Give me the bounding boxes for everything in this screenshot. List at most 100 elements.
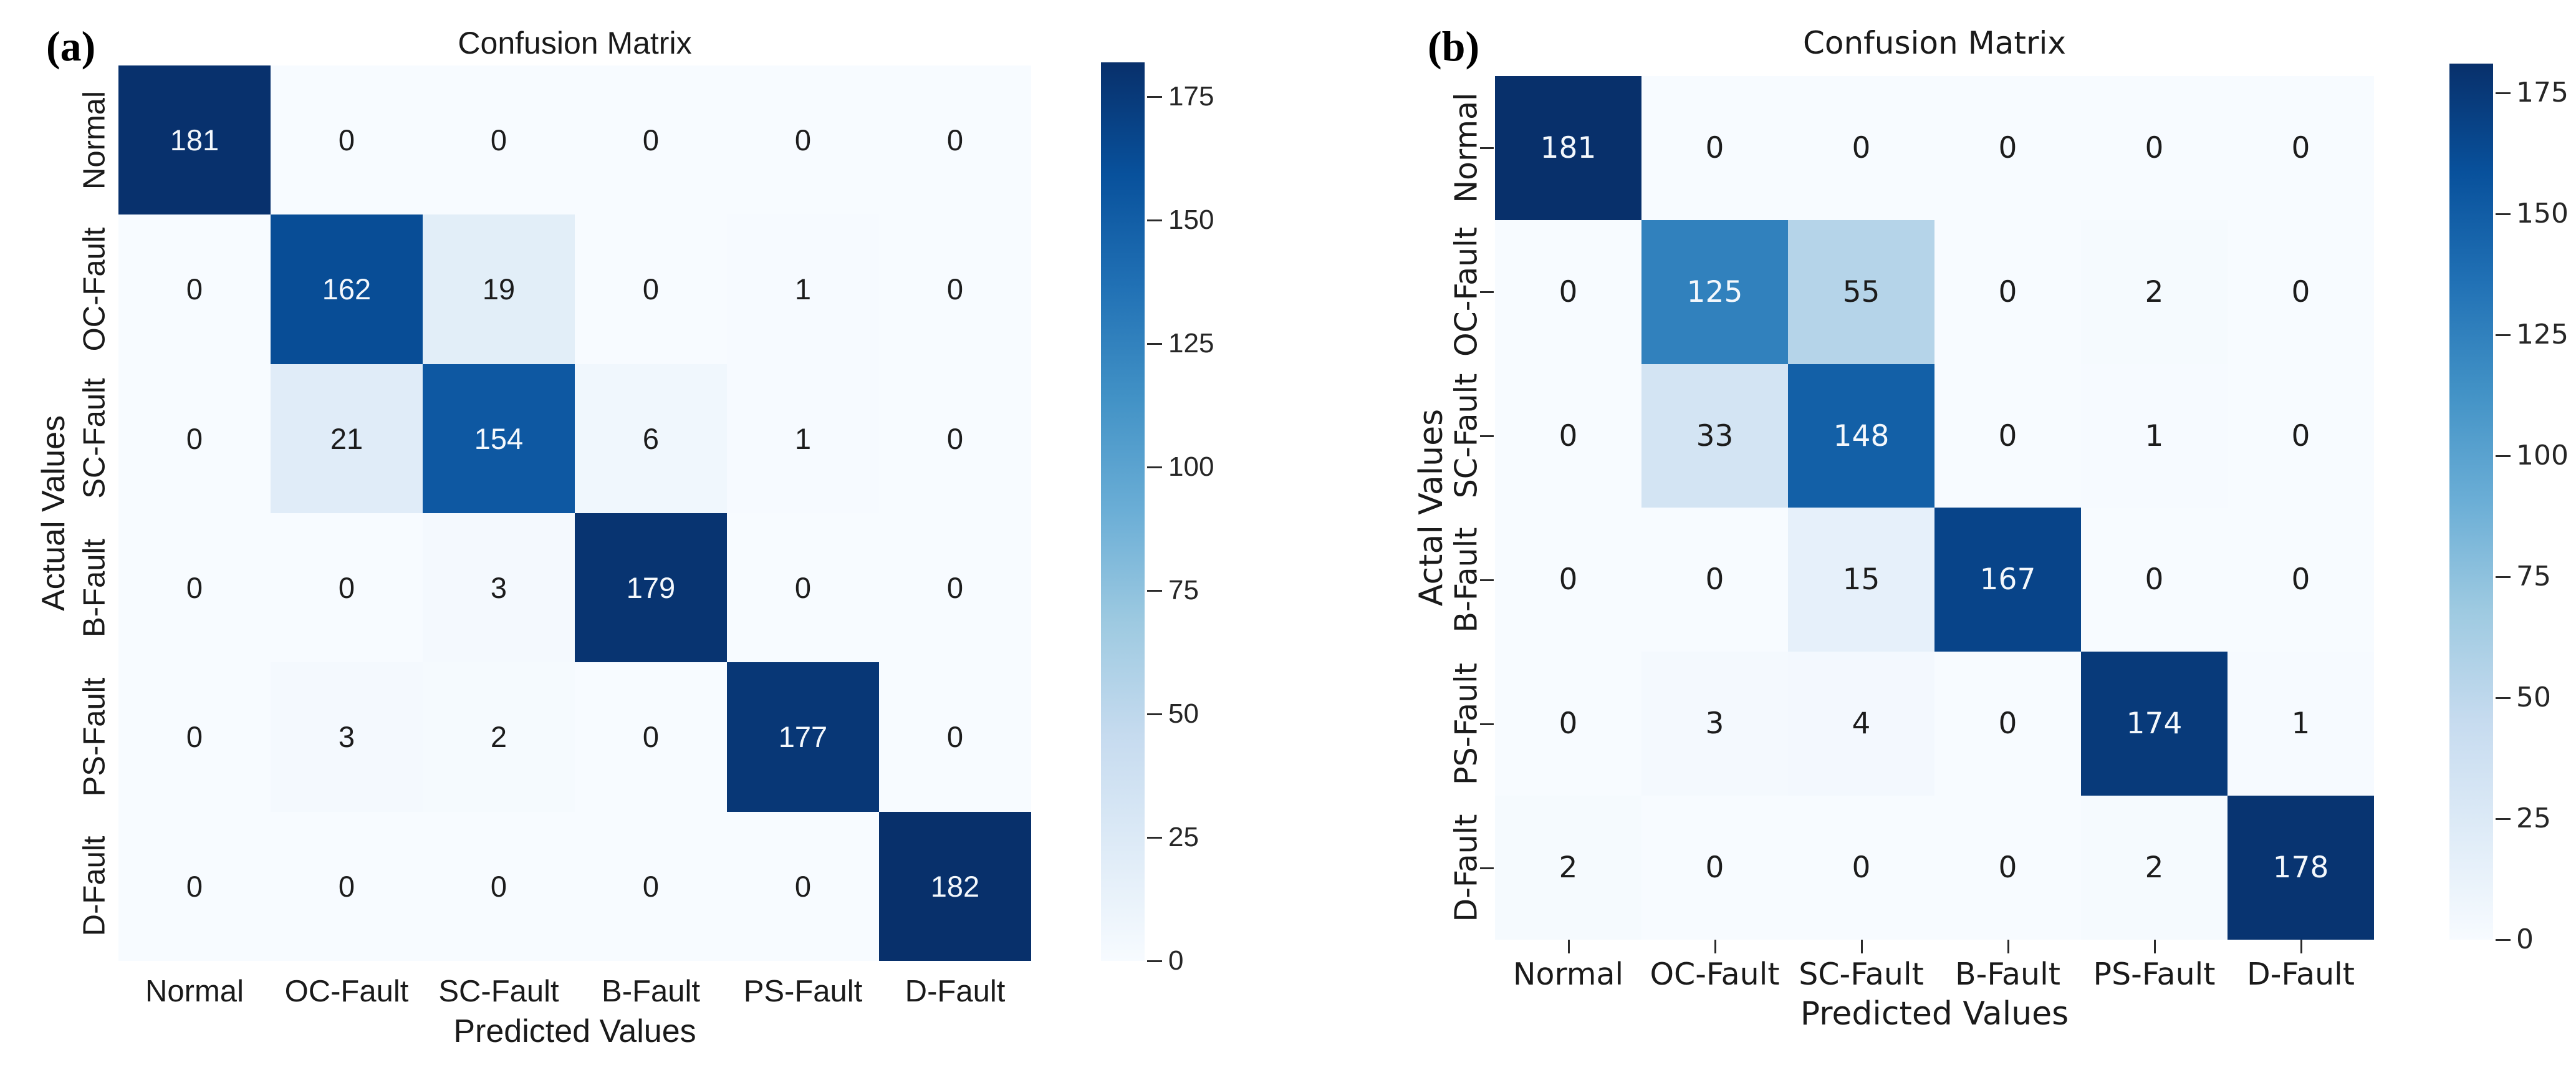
colorbar-tick-label: 50 [2516,681,2551,713]
matrix-cell: 0 [1495,364,1641,508]
colorbar-tick-mark [1147,837,1162,839]
matrix-cell: 0 [118,513,271,663]
matrix-cell: 0 [271,513,423,663]
matrix-cell: 2 [2081,219,2228,364]
matrix-cell: 0 [1495,508,1641,652]
x-tick-label: D-Fault [905,975,1006,1008]
x-tick-label: Normal [145,975,244,1008]
colorbar-tick-mark [2496,455,2511,457]
matrix-cell: 2 [1495,796,1641,940]
matrix-cell: 4 [1788,652,1934,796]
matrix-cell: 0 [2228,364,2374,508]
colorbar-tick-mark [1147,96,1162,99]
y-tick-label: OC-Fault [1448,227,1484,357]
matrix-cell: 0 [1934,652,2081,796]
x-axis-label: Predicted Values [453,1013,696,1049]
matrix-cell: 33 [1641,364,1788,508]
x-tick-mark [2007,940,2009,953]
y-axis-label: Actal Values [1413,408,1450,607]
matrix-cell: 0 [1788,76,1934,220]
y-tick-label: SC-Fault [1448,373,1484,499]
y-tick-mark [1480,147,1494,150]
colorbar-tick-mark [2496,92,2511,94]
colorbar-tick-mark [1147,343,1162,345]
matrix-cell: 0 [1641,796,1788,940]
x-tick-label: SC-Fault [438,975,559,1008]
x-tick-mark [1567,940,1570,953]
y-tick-mark [1480,579,1494,581]
colorbar-tick-mark [2496,817,2511,820]
matrix-cell: 125 [1641,219,1788,364]
colorbar-tick-label: 125 [2516,318,2569,350]
y-tick-label: OC-Fault [77,227,112,352]
heatmap-grid: 181 0 0 0 0 0 0 162 19 0 1 0 0 21 154 6 1 0 0 0 3 179 0 0 0 3 2 0 17… [118,65,1031,961]
matrix-cell: 1 [727,214,879,364]
colorbar-tick-label: 75 [2516,560,2551,592]
matrix-cell: 178 [2228,796,2374,940]
colorbar-tick-label: 25 [1168,822,1199,853]
matrix-cell: 21 [271,364,423,513]
colorbar-tick-label: 100 [2516,439,2569,471]
matrix-cell: 3 [423,513,575,663]
colorbar-tick-label: 0 [1168,945,1184,976]
y-tick-label: PS-Fault [1448,662,1484,785]
colorbar-tick-label: 150 [1168,205,1214,236]
matrix-cell: 1 [727,364,879,513]
matrix-cell: 0 [1934,796,2081,940]
matrix-cell: 0 [1495,652,1641,796]
matrix-cell: 2 [2081,796,2228,940]
colorbar [1101,62,1145,961]
matrix-cell: 0 [2228,219,2374,364]
x-tick-label: B-Fault [602,975,700,1008]
x-tick-label: SC-Fault [1799,957,1924,992]
matrix-cell: 0 [879,65,1031,215]
colorbar-tick-label: 75 [1168,575,1199,606]
x-tick-label: PS-Fault [2093,957,2216,992]
y-tick-label: B-Fault [77,538,112,637]
chart-title: Confusion Matrix [1802,25,2067,61]
colorbar-tick-label: 175 [2516,76,2569,108]
colorbar-tick-mark [2496,334,2511,336]
colorbar-tick-label: 25 [2516,802,2551,834]
colorbar-tick-mark [2496,213,2511,215]
y-tick-mark [1480,435,1494,438]
matrix-cell: 177 [727,662,879,812]
matrix-cell: 181 [1495,76,1641,220]
y-tick-label: Normal [77,90,112,190]
matrix-cell: 0 [1641,508,1788,652]
matrix-cell: 0 [727,811,879,961]
matrix-cell: 0 [575,662,727,812]
chart-title: Confusion Matrix [458,26,692,60]
x-tick-label: PS-Fault [743,975,863,1008]
x-tick-label: D-Fault [2246,957,2355,992]
y-tick-label: B-Fault [1448,527,1484,633]
matrix-cell: 167 [1934,508,2081,652]
matrix-cell: 0 [575,214,727,364]
colorbar-tick-mark [1147,590,1162,592]
matrix-cell: 0 [2081,508,2228,652]
heatmap-grid: 181 0 0 0 0 0 0 125 55 0 2 0 0 33 148 0 1 0 0 0 15 167 0 0 0 3 4 0 1… [1495,76,2374,940]
panel-tag-a: (a) [46,22,96,70]
matrix-cell: 174 [2081,652,2228,796]
matrix-cell: 0 [727,513,879,663]
colorbar-tick-label: 0 [2516,923,2534,955]
x-tick-mark [2153,940,2156,953]
y-axis-label: Actual Values [36,415,72,612]
matrix-cell: 0 [1495,219,1641,364]
colorbar-tick-mark [2496,576,2511,578]
x-axis-label: Predicted Values [1800,995,2069,1033]
matrix-cell: 1 [2081,364,2228,508]
x-tick-label: B-Fault [1955,957,2060,992]
colorbar [2449,64,2493,940]
matrix-cell: 0 [118,662,271,812]
x-tick-mark [2300,940,2302,953]
matrix-cell: 0 [1934,219,2081,364]
matrix-cell: 0 [879,364,1031,513]
panel-tag-b: (b) [1428,22,1480,70]
colorbar-tick-label: 50 [1168,698,1199,730]
y-tick-mark [1480,723,1494,725]
x-tick-mark [1714,940,1716,953]
y-tick-label: Normal [1448,92,1484,204]
matrix-cell: 15 [1788,508,1934,652]
matrix-cell: 162 [271,214,423,364]
